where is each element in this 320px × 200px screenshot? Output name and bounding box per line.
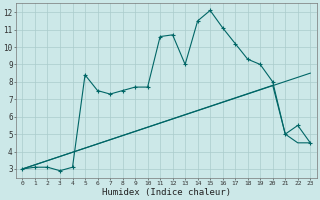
X-axis label: Humidex (Indice chaleur): Humidex (Indice chaleur) xyxy=(102,188,231,197)
